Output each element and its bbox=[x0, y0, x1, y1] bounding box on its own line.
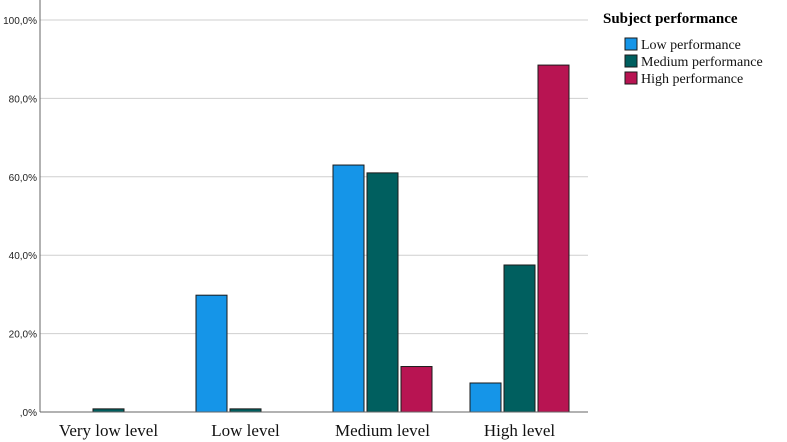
legend-items: Low performance Medium performance High pe… bbox=[624, 37, 763, 87]
x-category-label: Medium level bbox=[335, 421, 430, 440]
bar-low-performance-medium-level bbox=[332, 164, 365, 413]
y-tick-label: 100,0% bbox=[3, 16, 37, 27]
y-tick-label: 20,0% bbox=[9, 330, 37, 341]
bar-high-performance-high-level bbox=[537, 64, 570, 413]
x-category-label: High level bbox=[484, 421, 556, 440]
legend-swatch bbox=[624, 37, 638, 51]
bar-low-performance-low-level bbox=[195, 294, 228, 413]
legend-swatch bbox=[624, 54, 638, 68]
legend-label: Low performance bbox=[641, 38, 741, 53]
legend-swatch bbox=[624, 71, 638, 85]
bar-medium-performance-high-level bbox=[503, 264, 536, 413]
legend-label: High performance bbox=[641, 72, 743, 87]
bar-high-performance-medium-level bbox=[400, 366, 433, 413]
legend: Subject performance Low performance Mediu… bbox=[603, 11, 763, 87]
x-axis: Very low level Low level Medium level High … bbox=[40, 411, 588, 440]
y-tick-label: 60,0% bbox=[9, 173, 37, 184]
bar-low-performance-high-level bbox=[469, 382, 502, 413]
y-tick-label: 40,0% bbox=[9, 251, 37, 262]
y-tick-label: 80,0% bbox=[9, 94, 37, 105]
bars bbox=[92, 64, 570, 413]
bar-medium-performance-medium-level bbox=[366, 172, 399, 413]
x-category-label: Very low level bbox=[59, 421, 158, 440]
legend-title: Subject performance bbox=[603, 11, 738, 27]
y-axis: ,0% 20,0% 40,0% 60,0% 80,0% 100,0% bbox=[3, 0, 41, 419]
legend-label: Medium performance bbox=[641, 55, 763, 70]
x-category-label: Low level bbox=[211, 421, 280, 440]
y-tick-label: ,0% bbox=[20, 408, 37, 419]
